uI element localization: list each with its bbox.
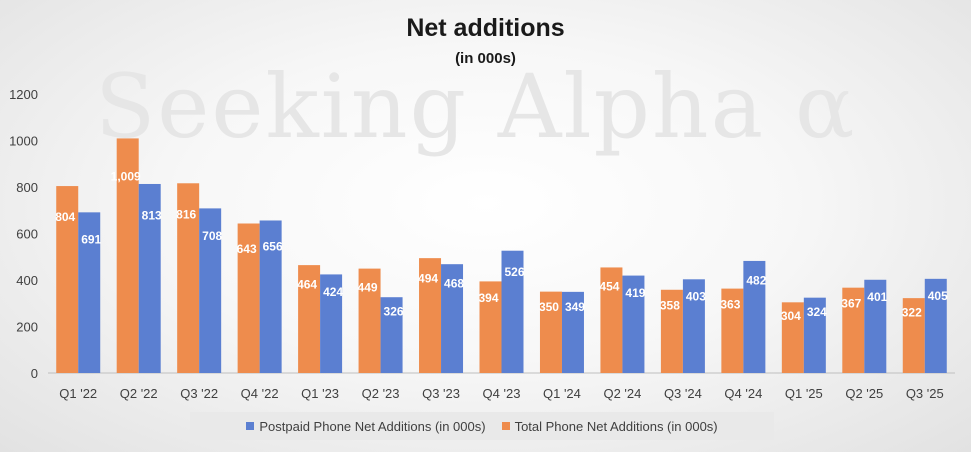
y-tick-label: 0 xyxy=(31,366,38,381)
x-tick-label: Q4 '22 xyxy=(241,386,279,401)
x-tick-label: Q2 '25 xyxy=(845,386,883,401)
data-label-postpaid: 708 xyxy=(202,229,222,243)
data-label-total: 454 xyxy=(599,279,619,293)
data-label-postpaid: 405 xyxy=(928,289,948,303)
bar-postpaid xyxy=(864,279,887,373)
data-label-postpaid: 326 xyxy=(384,305,404,319)
bar-postpaid xyxy=(501,250,524,373)
y-tick-label: 600 xyxy=(16,227,38,242)
data-label-total: 367 xyxy=(841,296,861,310)
data-label-postpaid: 526 xyxy=(504,265,524,279)
data-label-total: 816 xyxy=(176,208,196,222)
data-label-total: 358 xyxy=(660,298,680,312)
bar-total xyxy=(237,223,260,373)
bar-postpaid xyxy=(259,220,282,373)
data-label-total: 464 xyxy=(297,277,317,291)
y-tick-label: 800 xyxy=(16,180,38,195)
data-label-postpaid: 691 xyxy=(81,232,101,246)
data-label-total: 304 xyxy=(781,309,801,323)
bar-postpaid xyxy=(803,297,826,373)
x-tick-label: Q2 '24 xyxy=(603,386,641,401)
bar-total xyxy=(419,258,442,373)
bar-postpaid xyxy=(622,275,645,373)
bar-total xyxy=(116,138,139,373)
data-label-postpaid: 324 xyxy=(807,305,827,319)
watermark: Seeking Alpha α xyxy=(95,55,857,158)
data-label-postpaid: 424 xyxy=(323,285,343,299)
bar-postpaid xyxy=(924,278,947,373)
y-tick-label: 400 xyxy=(16,273,38,288)
bar-total xyxy=(298,265,321,373)
legend-swatch-total xyxy=(501,422,510,430)
x-tick-label: Q3 '25 xyxy=(906,386,944,401)
bar-postpaid xyxy=(380,297,403,373)
data-label-postpaid: 482 xyxy=(746,274,766,288)
data-label-postpaid: 656 xyxy=(263,239,283,253)
y-tick-label: 200 xyxy=(16,320,38,335)
bar-total xyxy=(902,298,925,373)
bar-postpaid xyxy=(682,279,705,373)
data-label-total: 449 xyxy=(358,280,378,294)
y-tick-label: 1200 xyxy=(9,87,38,102)
data-label-total: 350 xyxy=(539,300,559,314)
x-tick-label: Q3 '24 xyxy=(664,386,702,401)
data-label-total: 322 xyxy=(902,305,922,319)
chart-subtitle: (in 000s) xyxy=(455,50,516,67)
data-label-postpaid: 349 xyxy=(565,300,585,314)
data-label-postpaid: 468 xyxy=(444,277,464,291)
x-tick-label: Q4 '24 xyxy=(724,386,762,401)
bar-total xyxy=(842,287,865,373)
x-tick-label: Q1 '24 xyxy=(543,386,581,401)
chart-legend: Postpaid Phone Net Additions (in 000s) T… xyxy=(190,412,774,440)
bar-postpaid xyxy=(561,291,584,373)
bar-total xyxy=(56,186,79,373)
bar-postpaid xyxy=(743,260,766,373)
bar-total xyxy=(358,268,381,373)
bar-postpaid xyxy=(441,264,464,373)
x-tick-label: Q4 '23 xyxy=(483,386,521,401)
x-tick-label: Q2 '23 xyxy=(362,386,400,401)
data-label-postpaid: 401 xyxy=(867,290,887,304)
bar-total xyxy=(781,302,804,373)
bar-total xyxy=(479,281,502,373)
legend-label-postpaid: Postpaid Phone Net Additions (in 000s) xyxy=(259,418,486,434)
bar-postpaid xyxy=(320,274,343,373)
bar-total xyxy=(539,291,562,373)
legend-label-total: Total Phone Net Additions (in 000s) xyxy=(514,418,718,434)
data-label-total: 1,009 xyxy=(111,170,141,184)
bar-total xyxy=(600,267,623,373)
data-label-total: 643 xyxy=(237,242,257,256)
data-label-postpaid: 403 xyxy=(686,289,706,303)
legend-swatch-postpaid xyxy=(246,422,255,430)
data-label-total: 394 xyxy=(478,291,498,305)
x-tick-label: Q3 '22 xyxy=(180,386,218,401)
data-label-postpaid: 813 xyxy=(142,208,162,222)
bar-total xyxy=(721,288,744,373)
data-label-total: 494 xyxy=(418,271,438,285)
legend-item-postpaid: Postpaid Phone Net Additions (in 000s) xyxy=(246,418,486,434)
bar-total xyxy=(177,183,200,373)
bar-postpaid xyxy=(78,212,101,373)
bar-postpaid xyxy=(138,183,161,373)
x-tick-label: Q1 '25 xyxy=(785,386,823,401)
x-tick-label: Q3 '23 xyxy=(422,386,460,401)
x-tick-label: Q2 '22 xyxy=(120,386,158,401)
data-label-postpaid: 419 xyxy=(625,286,645,300)
chart-title: Net additions xyxy=(406,14,565,42)
bar-postpaid xyxy=(199,208,222,373)
bar-total xyxy=(660,289,683,373)
x-tick-label: Q1 '22 xyxy=(59,386,97,401)
data-label-total: 363 xyxy=(720,297,740,311)
legend-item-total: Total Phone Net Additions (in 000s) xyxy=(501,418,718,434)
data-label-total: 804 xyxy=(55,210,75,224)
x-tick-label: Q1 '23 xyxy=(301,386,339,401)
y-tick-label: 1000 xyxy=(9,134,38,149)
